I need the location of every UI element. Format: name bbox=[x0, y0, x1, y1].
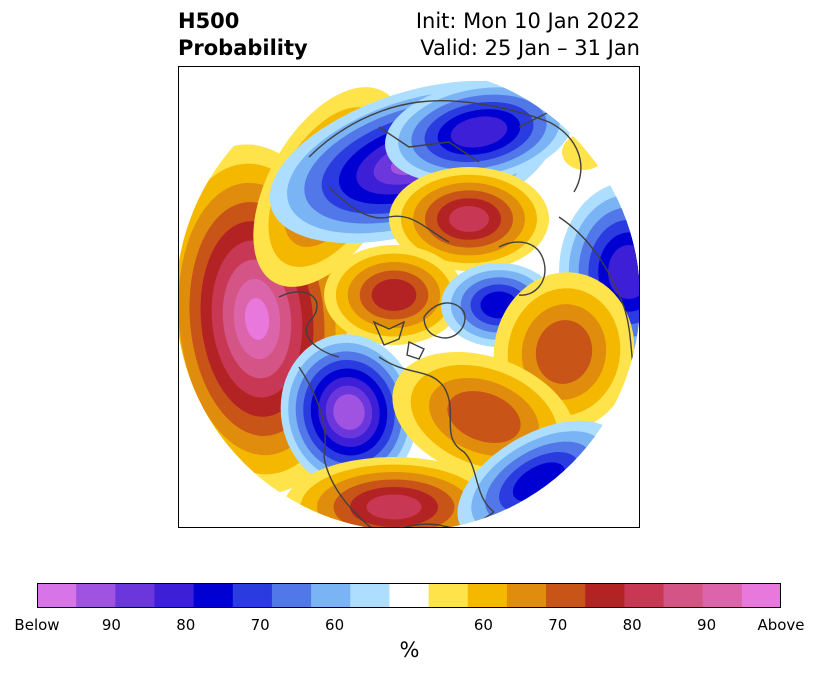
colorbar-cell bbox=[585, 583, 625, 608]
colorbar-tick-label: 80 bbox=[176, 616, 196, 634]
above-contour bbox=[535, 320, 593, 384]
colorbar-tick-label: 80 bbox=[622, 616, 642, 634]
anomaly-polar-ridge bbox=[324, 245, 464, 345]
colorbar-tick-label: 70 bbox=[548, 616, 568, 634]
colorbar-cell bbox=[232, 583, 273, 608]
colorbar-tick-label: 90 bbox=[697, 616, 717, 634]
above-contour bbox=[244, 298, 270, 340]
title-line-variable: H500 bbox=[178, 9, 240, 33]
colorbar-cell bbox=[115, 583, 155, 608]
anomaly-siberian-trough-east bbox=[385, 80, 573, 184]
coastline-segment bbox=[423, 302, 466, 339]
colorbar-cell bbox=[702, 583, 743, 608]
colorbar-cell bbox=[663, 583, 704, 608]
coastline-segment bbox=[298, 366, 385, 527]
colorbar-cell bbox=[193, 583, 234, 608]
colorbar bbox=[37, 583, 781, 608]
colorbar-cell bbox=[350, 583, 390, 608]
colorbar-tick-labels: Below 90 80 70 60 60 70 80 90 Above bbox=[0, 616, 819, 636]
plot-title: H500 Probability bbox=[178, 8, 308, 62]
colorbar-tick-label: 60 bbox=[325, 616, 345, 634]
colorbar-unit-label: % bbox=[399, 638, 420, 662]
anomaly-subtropical-trough bbox=[457, 420, 621, 527]
projection-disc bbox=[179, 67, 639, 527]
coastline-segment bbox=[378, 126, 480, 163]
colorbar-cell bbox=[428, 583, 469, 608]
colorbar-cell bbox=[271, 583, 312, 608]
colorbar-tick-label: Below bbox=[14, 616, 60, 634]
colorbar-tick-label: 90 bbox=[101, 616, 121, 634]
coastline-segment bbox=[308, 100, 582, 193]
plot-dates: Init: Mon 10 Jan 2022 Valid: 25 Jan – 31… bbox=[416, 8, 640, 62]
coastline-segment bbox=[378, 356, 495, 513]
colorbar-cell bbox=[546, 583, 586, 608]
colorbar-cell bbox=[389, 583, 430, 608]
above-contour bbox=[366, 494, 422, 520]
below-contour bbox=[450, 116, 508, 148]
below-contour bbox=[512, 462, 566, 502]
coastline-segment bbox=[453, 511, 495, 527]
colorbar-tick-label: 70 bbox=[250, 616, 270, 634]
coastlines bbox=[278, 100, 639, 527]
colorbar-cell bbox=[311, 583, 351, 608]
valid-range-text: Valid: 25 Jan – 31 Jan bbox=[420, 36, 640, 60]
colorbar-cell bbox=[154, 583, 195, 608]
colorbar-tick-label: 60 bbox=[473, 616, 493, 634]
colorbar-cell bbox=[467, 583, 508, 608]
title-line-quantity: Probability bbox=[178, 36, 308, 60]
coastline-segment bbox=[406, 340, 425, 360]
colorbar-cell bbox=[37, 583, 77, 608]
above-contour bbox=[449, 206, 489, 232]
colorbar-cell bbox=[741, 583, 781, 608]
above-contour bbox=[447, 390, 521, 444]
colorbar-cell bbox=[624, 583, 665, 608]
probability-map bbox=[178, 66, 640, 528]
coastline-segment bbox=[498, 241, 546, 296]
above-contour bbox=[371, 279, 417, 311]
map-svg bbox=[179, 67, 639, 527]
anomaly-western-trough bbox=[280, 334, 418, 490]
colorbar-cell bbox=[76, 583, 116, 608]
colorbar-tick-label: Above bbox=[757, 616, 805, 634]
coastline-segment bbox=[372, 320, 406, 346]
coastline-segment bbox=[383, 523, 500, 527]
coastline-segment bbox=[278, 291, 340, 358]
colorbar-cell bbox=[506, 583, 547, 608]
init-date-text: Init: Mon 10 Jan 2022 bbox=[415, 9, 640, 33]
below-contour bbox=[333, 394, 365, 430]
below-contour bbox=[608, 245, 639, 299]
coastline-segment bbox=[328, 186, 450, 243]
